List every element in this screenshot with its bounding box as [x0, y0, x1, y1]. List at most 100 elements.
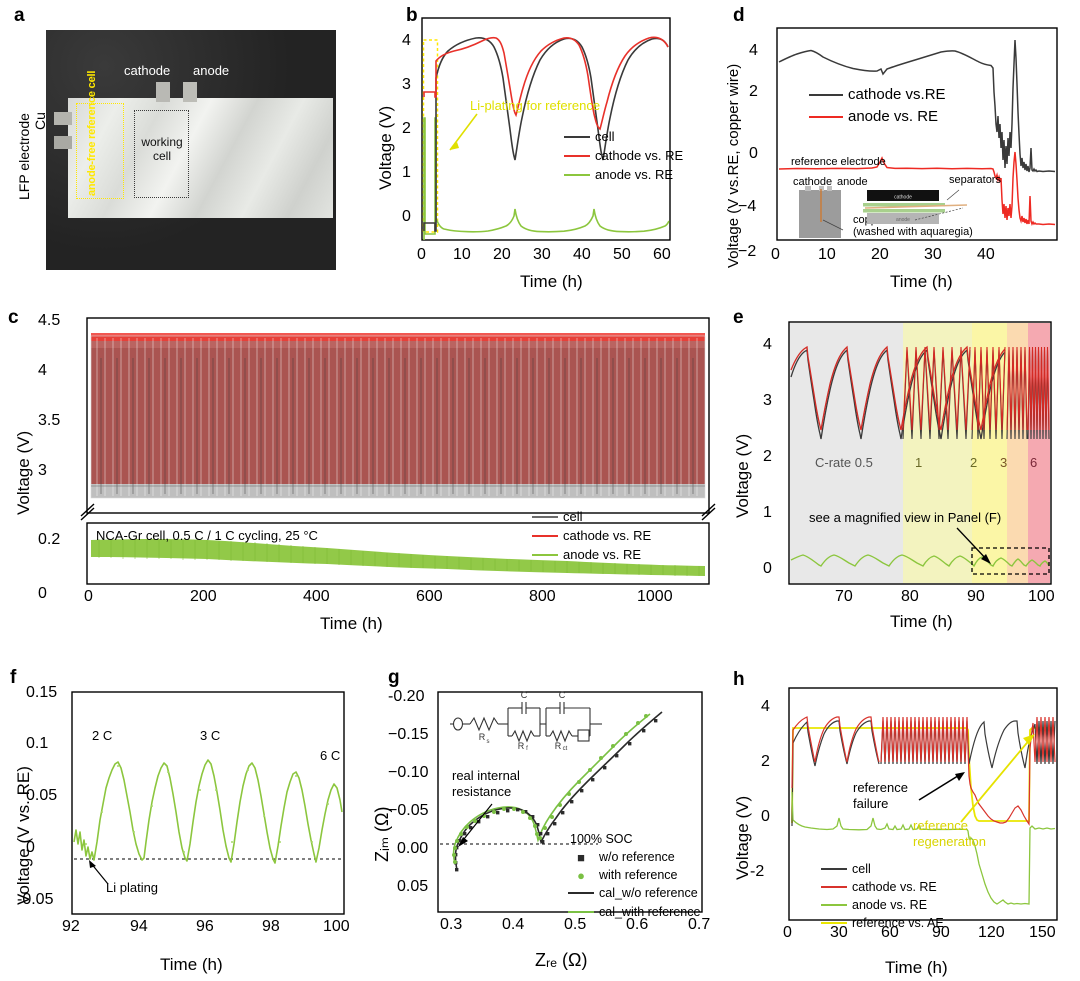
svg-text:cathode: cathode [894, 195, 912, 201]
panel-g-label: g [388, 667, 400, 688]
panel-b-plot [421, 17, 671, 241]
panel-g-xtick-0p7: 0.7 [688, 916, 711, 933]
panel-c-xtick-1000: 1000 [637, 588, 673, 605]
working-cell-box [134, 110, 189, 198]
panel-d-ylabel: Voltage (V vs.RE, copper wire) [725, 63, 742, 268]
legend-label-cell: cell [595, 129, 615, 144]
pouch-cell-photo: cathode anode anode-free reference cell … [46, 30, 336, 270]
circuit-label-c2: C [559, 690, 566, 700]
lfp-tab [54, 136, 72, 149]
panel-f-xtick-98: 98 [262, 918, 280, 935]
panel-g-plot [437, 691, 703, 913]
g-markers-with-reference [452, 714, 648, 864]
panel-b-ytick-0: 0 [402, 208, 411, 225]
panel-e-ytick-0: 0 [763, 560, 772, 577]
legend-marker-square: ■ [577, 849, 585, 865]
panel-e-ytick-3: 3 [763, 392, 772, 409]
panel-f-plot [71, 691, 345, 915]
panel-b: b Voltage (V) Time (h) 4 3 2 1 0 0 10 20… [350, 0, 705, 300]
panel-c-ylabel: Voltage (V) [14, 430, 33, 515]
legend-swatch-cathode-d [809, 93, 843, 96]
cu-tab [54, 112, 72, 125]
panel-e-ytick-2: 2 [763, 448, 772, 465]
legend-label-cal-wo-reference: cal_w/o reference [599, 886, 698, 901]
panel-d-xlabel: Time (h) [890, 272, 953, 291]
svg-text:anode: anode [896, 217, 910, 223]
legend-swatch-cal-wo [568, 892, 594, 895]
band-0p5C [790, 323, 903, 583]
legend-item-cathode-d: cathode vs.RE [809, 84, 946, 106]
legend-label-with-reference: with reference [599, 868, 678, 883]
cu-label: Cu [32, 112, 48, 130]
panel-f-ytick-0p15: 0.15 [26, 684, 58, 701]
legend-swatch-anode-d [809, 115, 843, 118]
panel-d-ytick-0: 0 [749, 145, 758, 162]
panel-h-xtick-120: 120 [978, 924, 1005, 941]
panel-h-label: h [733, 669, 745, 690]
panel-g-ytick-0p05: 0.05 [397, 878, 429, 895]
band-2C [972, 323, 1007, 583]
panel-d-xtick-0: 0 [771, 246, 780, 263]
circuit-label-rct-sub: ct [563, 746, 568, 752]
legend-marker-circle: ● [577, 867, 585, 883]
panel-e-xtick-80: 80 [901, 588, 919, 605]
panel-e-crate-label: C-rate 0.5 [815, 455, 873, 470]
legend-item-anode: anode vs. RE [564, 166, 683, 185]
legend-item-cathode-c: cathode vs. RE [532, 527, 651, 546]
panel-h-failure-line1: reference [853, 780, 908, 795]
circuit-label-rf: R [518, 741, 525, 751]
legend-label-anode-c: anode vs. RE [563, 546, 642, 562]
panel-d-inset: reference electrode cathode anode separa… [791, 156, 1051, 240]
panel-b-xtick-30: 30 [533, 246, 551, 263]
panel-b-xtick-50: 50 [613, 246, 631, 263]
panel-f-label-3c: 3 C [200, 728, 221, 743]
panel-f-xlabel: Time (h) [160, 955, 223, 974]
circuit-label-rs-sub: s [487, 739, 490, 745]
panel-g-rir-line2: resistance [452, 784, 512, 800]
panel-b-xtick-40: 40 [573, 246, 591, 263]
panel-h-regeneration-line1: reference [913, 818, 968, 833]
inset-diagram: cathode anode [799, 186, 968, 238]
panel-g-rir-annotation: real internal resistance [452, 768, 520, 801]
panel-b-ylabel: Voltage (V) [376, 105, 395, 190]
panel-e-crate-1: 1 [915, 455, 923, 470]
photo-label-anode: anode [193, 63, 230, 78]
panel-g-rir-arrow [458, 803, 493, 847]
panel-e: e Voltage (V) Time (h) 4 3 2 1 0 70 80 9… [705, 300, 1080, 640]
panel-g-xtick-0p3: 0.3 [440, 916, 463, 933]
panel-f-xtick-96: 96 [196, 918, 214, 935]
panel-e-ylabel: Voltage (V) [733, 433, 752, 518]
panel-b-ytick-2: 2 [402, 120, 411, 137]
panel-d-ytick-4: 4 [749, 42, 758, 59]
panel-c: c Voltage (V) Time (h) 4.5 4 3.5 3 0.2 0… [0, 300, 720, 640]
panel-g-rir-line1: real internal [452, 768, 520, 783]
legend-swatch-anode-c [532, 554, 558, 557]
legend-label-wo-reference: w/o reference [599, 850, 675, 865]
panel-g-ytick-m0p05: −0.05 [388, 802, 429, 819]
panel-g-circuit-inset: C C R s R f R ct [450, 690, 650, 752]
panel-h-ytick-0: 0 [761, 808, 770, 825]
legend-item-with-reference: ● with reference [568, 866, 700, 884]
legend-swatch-cathode-h [821, 886, 847, 889]
legend-swatch-cell [564, 136, 590, 139]
legend-item-cathode: cathode vs. RE [564, 147, 683, 166]
working-cell-label: working cell [138, 135, 186, 164]
panel-g: g Zᵢₘ (Ω) Zᵣₑ (Ω) -0.20 −0.15 −0.10 −0.0… [350, 640, 710, 981]
panel-c-ytick-4p0: 4 [38, 362, 47, 379]
panel-b-annotation-arrow [449, 113, 478, 151]
panel-e-xtick-70: 70 [835, 588, 853, 605]
legend-label-anode: anode vs. RE [595, 166, 674, 182]
panel-h-ytick-2: 2 [761, 753, 770, 770]
panel-c-xtick-800: 800 [529, 588, 556, 605]
c-spike-texture [90, 335, 706, 499]
panel-b-legend: cell cathode vs. RE anode vs. RE [564, 128, 683, 185]
circuit-label-rf-sub: f [526, 746, 528, 752]
panel-e-crate-3: 3 [1000, 455, 1008, 470]
legend-item-cathode-h: cathode vs. RE [821, 878, 944, 896]
panel-h-xtick-150: 150 [1029, 924, 1056, 941]
panel-h-xtick-0: 0 [783, 924, 792, 941]
legend-item-cell-c: cell [532, 508, 651, 527]
panel-c-ytick-3p5: 3.5 [38, 412, 61, 429]
panel-e-xtick-90: 90 [967, 588, 985, 605]
panel-c-ytick-0p2: 0.2 [38, 531, 61, 548]
